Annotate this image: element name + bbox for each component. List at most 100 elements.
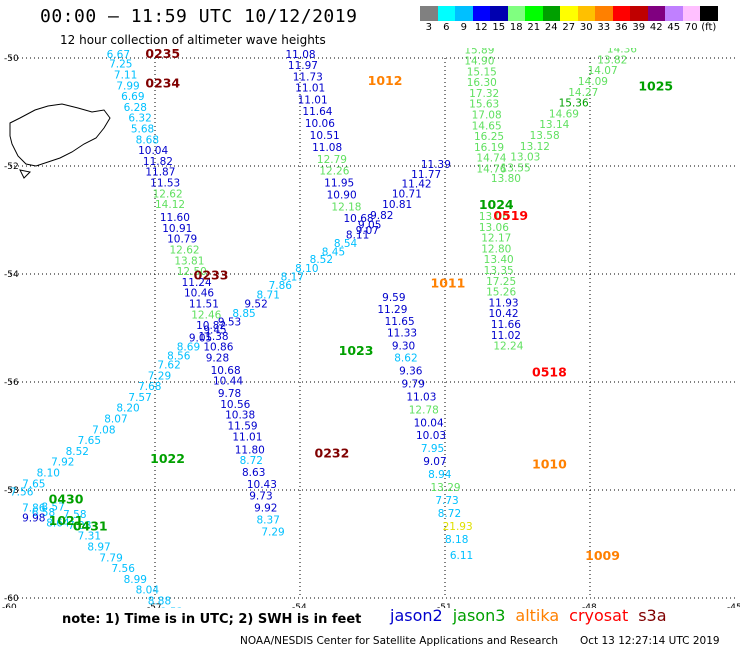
wave-height-value: 10.43 [247,479,277,491]
color-swatch [490,6,508,21]
wave-height-value: 9.78 [218,388,241,400]
wave-height-value: 14.90 [464,55,494,67]
pass-time-label: 1011 [431,276,466,291]
pass-time-label: 0234 [145,76,180,91]
wave-height-value: 12.78 [409,404,439,416]
wave-height-value: 13.14 [539,119,569,131]
wave-height-value: 13.12 [520,141,550,153]
wave-height-value: 7.95 [421,443,444,455]
color-scale-label: 12 [474,22,488,33]
wave-height-value: 9.07 [356,225,379,237]
color-scale-label: 45 [667,22,681,33]
wave-height-value: 9.36 [399,365,423,377]
lon-label: -51 [437,603,452,608]
color-scale-label: 9 [460,22,467,33]
color-swatch [542,6,560,21]
wave-height-value: 11.64 [302,106,332,118]
wave-height-value: 11.59 [228,421,258,433]
color-scale-bar [420,6,718,21]
wave-height-value: 14.27 [568,87,598,99]
wave-height-value: 8.52 [160,606,183,608]
wave-height-value: 14.74 [476,153,506,165]
wave-height-value: 8.72 [240,455,263,467]
wave-height-value: 17.32 [469,88,499,100]
wave-height-value: 12.17 [481,233,511,245]
wave-height-value: 11.51 [189,298,219,310]
wave-height-value: 13.40 [484,254,514,266]
wave-height-value: 9.79 [402,378,425,390]
wave-height-value: 7.79 [99,552,122,564]
wave-height-value: 11.33 [387,328,417,340]
wave-height-value: 11.77 [411,169,441,181]
wave-height-value: 13.80 [491,173,521,185]
wave-height-value: 8.68 [136,134,159,146]
wave-height-value: 10.68 [211,365,241,377]
color-swatch [612,6,630,21]
lat-label: -56 [4,378,19,388]
wave-height-value: 17.08 [472,109,502,121]
wave-height-value: 8.18 [445,534,468,546]
wave-height-value: 11.95 [324,178,354,190]
color-scale-label: 3 [425,22,432,33]
wave-height-value: 14.65 [472,120,502,132]
wave-height-value: 7.68 [138,381,161,393]
wave-height-value: 8.63 [242,467,265,479]
wave-height-value: 14.07 [588,65,618,77]
color-scale-label: 15 [492,22,506,33]
wave-height-value: 12.26 [319,166,349,178]
wave-height-value: 13.06 [479,211,509,223]
wave-height-value: 9.73 [249,491,272,503]
wave-height-value: 15.15 [467,66,497,78]
color-swatch [420,6,438,21]
wave-height-value: 13.82 [597,54,627,66]
wave-height-value: 8.17 [281,271,304,283]
wave-height-value: 8.72 [438,508,461,520]
lon-label: -54 [292,603,307,608]
wave-height-value: 8.99 [124,574,147,586]
wave-height-value: 13.06 [479,222,509,234]
lat-label: -52 [4,162,19,172]
wave-height-value: 7.99 [116,80,139,92]
wave-height-value: 7.29 [148,370,171,382]
lon-label: -57 [147,603,162,608]
wave-height-value: 7.65 [78,435,101,447]
wave-height-value: 10.68 [344,213,374,225]
wave-height-value: 16.19 [474,142,504,154]
wave-height-value: 8.57 [41,502,64,514]
legend-altika: altika [515,606,560,625]
pass-time-label: 1010 [532,456,567,471]
wave-height-value: 16.30 [467,77,497,89]
color-swatch [525,6,543,21]
wave-height-value: 10.82 [196,320,226,332]
wave-height-value: 12.62 [153,188,183,200]
wave-height-value: 12.62 [170,244,200,256]
wave-height-value: 11.01 [295,82,325,94]
lat-label: -50 [4,54,19,64]
wave-height-value: 6.11 [450,550,473,562]
wave-height-value: 7.62 [157,360,180,372]
color-swatch [682,6,700,21]
wave-height-value: 6.58 [32,507,55,519]
wave-height-value: 9.05 [189,333,212,345]
lat-label: -60 [4,594,19,604]
wave-height-value: 10.71 [392,188,422,200]
wave-height-value: 10.04 [138,145,168,157]
pass-time-label: 0431 [73,519,108,534]
wave-height-value: 11.97 [288,60,318,72]
wave-height-value: 8.52 [66,446,89,458]
wave-height-value: 16.25 [474,131,504,143]
color-swatch [472,6,490,21]
footer-note: note: 1) Time is in UTC; 2) SWH is in fe… [62,612,362,627]
wave-height-value: 11.42 [402,179,432,191]
wave-height-value: 12.80 [481,243,511,255]
wave-height-value: 15.26 [486,287,516,299]
wave-height-value: 6.69 [121,91,144,103]
wave-height-value: 11.08 [312,142,342,154]
wave-height-value: 11.80 [235,444,265,456]
wave-height-value: 11.60 [160,212,190,224]
wave-height-value: 13.58 [530,130,560,142]
wave-height-value: 7.56 [10,486,34,498]
wave-height-value: 9.92 [254,503,277,515]
color-scale-label: 30 [579,22,593,33]
legend-jason2: jason2 [390,606,443,625]
